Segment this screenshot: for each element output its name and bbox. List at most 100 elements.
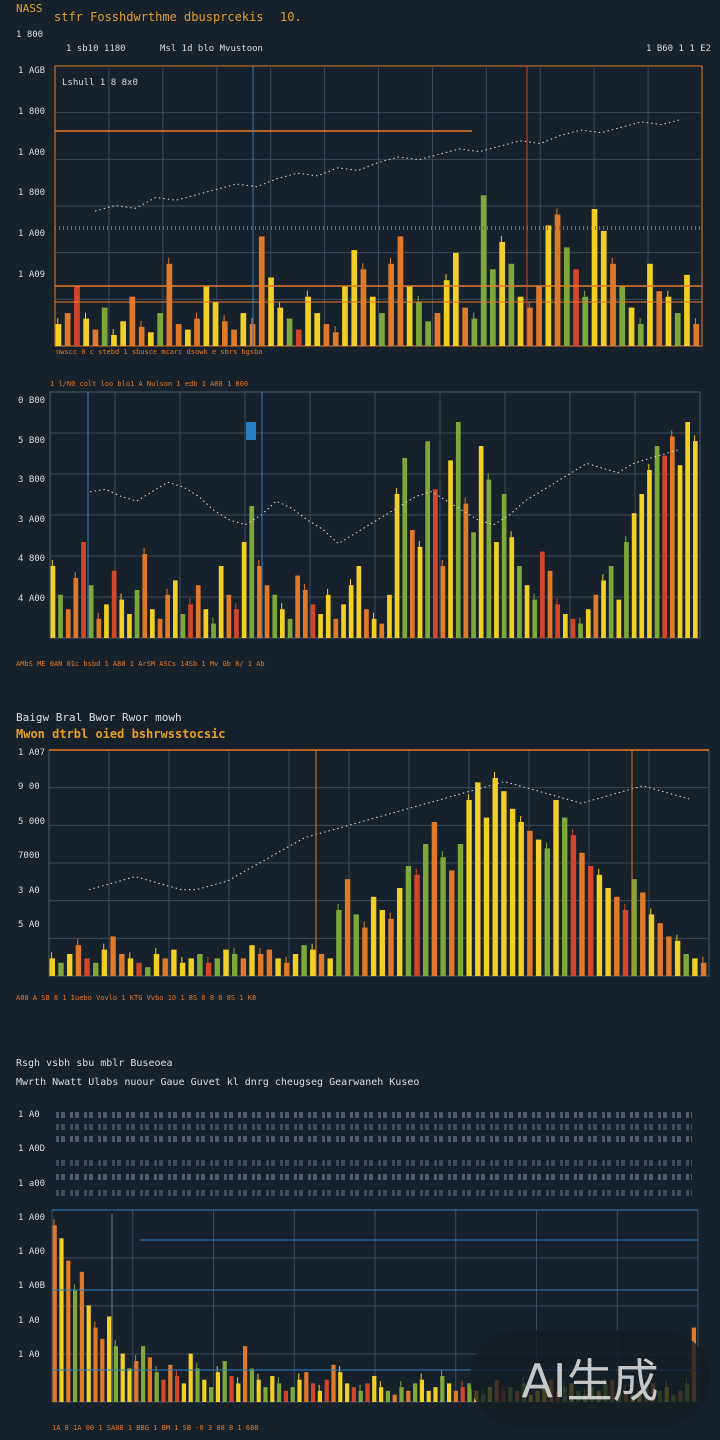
panel2-ylabel: 5 B00 [18, 435, 46, 446]
panel2-bar [639, 494, 645, 638]
panel3-bar [518, 822, 524, 976]
panel1-bar [554, 214, 561, 346]
panel4-bar [195, 1368, 200, 1402]
panel1-bar [268, 277, 274, 346]
panel2-bar [142, 554, 148, 638]
panel3-ylabel: 9 00 [18, 782, 40, 793]
panel3-bar [179, 962, 186, 976]
panel2-bar [486, 479, 492, 638]
panel1-bar [480, 195, 487, 346]
panel2-bar [540, 551, 545, 638]
panel3-bar [605, 888, 611, 976]
panel1-bar [157, 313, 163, 346]
panel3-bar [544, 848, 550, 976]
panel2-bar [379, 623, 385, 638]
panel4-bar [467, 1383, 472, 1402]
panel4-text-row [56, 1174, 692, 1180]
panel3-bar [440, 857, 446, 976]
panel4-title-b: Mwrth Nwatt Ulabs nuour Gaue Guvet kl dn… [16, 1077, 420, 1088]
panel4-bar [297, 1379, 302, 1402]
panel3-bar [457, 844, 464, 976]
panel1-footer: uwscc 0 c stebd 1 sbusce mcarc dsowk e s… [56, 348, 263, 356]
panel2-bar [547, 570, 553, 638]
panel1-bar [258, 236, 265, 346]
panel3-bar [275, 958, 281, 976]
panel1-bar [656, 291, 663, 346]
panel3-bar [553, 800, 559, 976]
panel4-bar [168, 1364, 173, 1402]
panel3-ylabel: 7000 [18, 851, 40, 862]
panel2-bar [433, 489, 438, 638]
panel3-bar [84, 958, 90, 976]
panel1-bar [212, 302, 219, 346]
panel4-bar [338, 1372, 343, 1402]
panel2-ylabel: 0 B00 [18, 396, 46, 406]
panel4-bar [256, 1379, 261, 1402]
panel3-bar [614, 896, 620, 976]
panel3-bar [292, 954, 299, 976]
header-title: stfr Fosshdwrthme dbusprcekis [54, 10, 264, 24]
panel2-bar [188, 604, 193, 638]
panel4-bar [120, 1353, 125, 1402]
panel4-bar [406, 1390, 411, 1402]
panel3-bar [119, 954, 125, 976]
panel1-bar [92, 329, 99, 346]
panel4-bar [460, 1387, 465, 1402]
panel4-bar [93, 1327, 98, 1402]
panel4-bar [399, 1387, 404, 1402]
panel4-bar [304, 1372, 309, 1402]
panel3-bar [327, 958, 333, 976]
panel2-bar [73, 578, 79, 638]
panel2-bar [303, 590, 308, 638]
panel3-bar [527, 830, 533, 976]
panel3-bar [310, 949, 316, 976]
panel2-bar [111, 570, 117, 638]
panel4-bar [263, 1387, 268, 1402]
panel3-title-a: Baigw Bral Bwor Rwor mowh [16, 711, 182, 724]
panel2-bar [478, 446, 484, 638]
panel4-bar [59, 1238, 64, 1402]
panel2-bar [173, 580, 178, 638]
panel3-bar [466, 800, 472, 976]
panel2-bar [563, 614, 568, 638]
panel4-ylabel: 1 A00 [18, 1247, 46, 1258]
panel2-bar [585, 609, 591, 638]
panel3-bar [205, 962, 212, 976]
panel2-bar [402, 458, 408, 638]
panel2-bar [371, 618, 377, 638]
panel4-bar [419, 1379, 424, 1402]
panel1-bar [74, 285, 80, 346]
panel3-bar [700, 962, 707, 976]
panel3-bar [240, 958, 247, 976]
panel1-bar [323, 324, 330, 346]
panel4-bar [236, 1383, 241, 1402]
panel1-bar [129, 296, 136, 346]
panel3-footer: A08 A SB 8 1 Iuebo Vovlo 1 KTG Vvbo 10 1… [16, 994, 257, 1002]
panel4-ylabel: 1 A0 [18, 1315, 40, 1326]
panel1-bar [166, 263, 173, 346]
panel3-series-line [88, 781, 690, 891]
panel4-footer: 1A 8 1A 00 1 SA88 1 BBG 1 BM 1 SB -0 3 8… [52, 1424, 259, 1432]
panel3-bar [344, 879, 351, 976]
panel4-bar [365, 1383, 370, 1402]
panel2-bar [425, 441, 430, 638]
panel2-bar [685, 422, 690, 638]
panel2-footer: AMbS ME 0AN 01c bsbd 1 A88 1 ArSM ASCs 1… [16, 660, 265, 668]
panel4-bar [440, 1376, 445, 1402]
panel3-ylabel: 3 A0 [18, 885, 40, 896]
panel1-bar [582, 296, 589, 346]
panel1-bar [490, 269, 496, 346]
panel2-bar [578, 623, 583, 638]
panel4-ylabel: 1 A0D [18, 1144, 46, 1155]
panel2-bar [394, 494, 400, 638]
panel1-ylabel: 1 800 [18, 106, 46, 117]
panel4-bar [52, 1225, 57, 1402]
panel4-bar [113, 1346, 118, 1402]
panel4-bar [385, 1390, 390, 1402]
panel2-bar [494, 542, 499, 638]
panel4-text-row [56, 1190, 692, 1196]
panel4-bar [270, 1376, 275, 1402]
panel3-bar [110, 936, 116, 976]
panel1-bar [564, 247, 570, 346]
